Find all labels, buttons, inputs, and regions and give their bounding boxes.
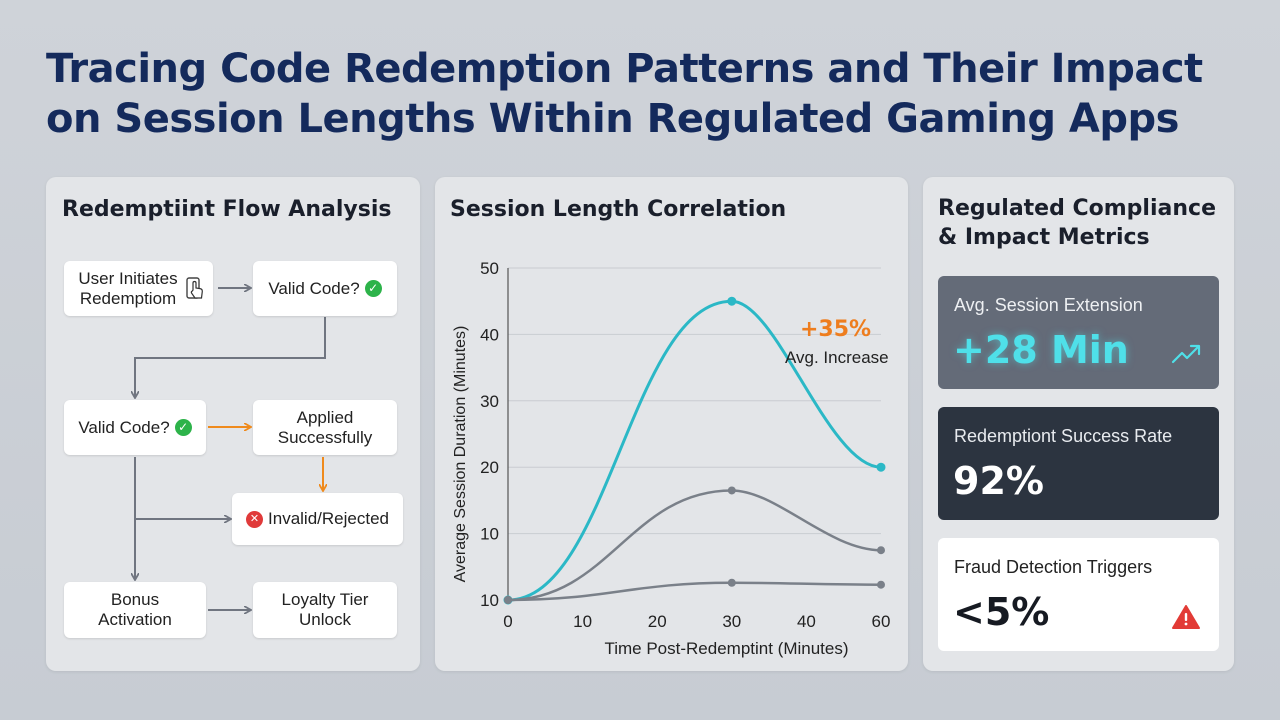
- chart-panel: Session Length Correlation 10 10 20 30 40 50 0…: [435, 177, 908, 671]
- series-3-point: [727, 578, 736, 587]
- y-tick-label: 40: [480, 325, 499, 344]
- metric-success-rate-value: 92%: [953, 459, 1044, 503]
- node-bonus-label: Bonus Activation: [98, 590, 172, 629]
- node-valid-code-1: Valid Code? ✓: [253, 261, 397, 316]
- arrow-valid-to-valid: [135, 317, 326, 397]
- metric-fraud-triggers-value: <5%: [953, 590, 1050, 634]
- metric-success-rate-label: Redemptiont Success Rate: [954, 426, 1173, 446]
- chart-annotation-label: Avg. Increase: [785, 348, 889, 367]
- series-line-3: [506, 581, 883, 602]
- node-loyalty: Loyalty Tier Unlock: [253, 582, 397, 638]
- node-invalid-label: Invalid/Rejected: [268, 509, 389, 528]
- check-circle-icon: ✓: [174, 419, 192, 436]
- series-1-point: [876, 462, 886, 472]
- x-tick-label: 10: [573, 612, 592, 631]
- series-2-point: [727, 486, 736, 495]
- chart-panel-title: Session Length Correlation: [450, 197, 787, 222]
- node-loyalty-label: Loyalty Tier Unlock: [281, 590, 369, 629]
- x-circle-icon: ✕: [246, 510, 264, 528]
- series-1-point: [727, 296, 737, 306]
- y-tick-label: 10: [480, 591, 499, 610]
- node-valid-code-2: Valid Code? ✓: [64, 400, 206, 455]
- y-tick-label: 50: [480, 259, 499, 278]
- metrics-title-line-2: & Impact Metrics: [938, 225, 1150, 250]
- metric-success-rate: Redemptiont Success Rate 92%: [938, 407, 1219, 520]
- metrics-panel: Regulated Compliance & Impact Metrics Av…: [923, 177, 1234, 671]
- node-user-initiates-label: User Initiates Redemptiom: [78, 268, 178, 308]
- node-bonus: Bonus Activation: [64, 582, 206, 638]
- metric-fraud-triggers-label: Fraud Detection Triggers: [954, 557, 1153, 577]
- page-title-line-1: Tracing Code Redemption Patterns and The…: [46, 46, 1203, 92]
- page-title-line-2: on Session Lengths Within Regulated Gami…: [46, 96, 1179, 142]
- flow-panel: Redemptiint Flow Analysis User Initiates…: [46, 177, 420, 671]
- metric-fraud-triggers: Fraud Detection Triggers <5%: [938, 538, 1219, 651]
- metric-session-extension-value: +28 Min: [953, 328, 1129, 372]
- metric-session-extension-label: Avg. Session Extension: [954, 295, 1143, 315]
- x-tick-label: 40: [797, 612, 816, 631]
- metric-session-extension: Avg. Session Extension +28 Min: [938, 276, 1219, 389]
- node-valid-code-1-label: Valid Code?: [268, 278, 360, 298]
- x-tick-label: 20: [648, 612, 667, 631]
- metrics-panel-title: Regulated Compliance & Impact Metrics: [938, 194, 1216, 252]
- series-3-point: [504, 596, 512, 604]
- trend-up-icon: [1171, 344, 1201, 364]
- x-tick-label: 30: [722, 612, 741, 631]
- check-circle-icon: ✓: [364, 280, 382, 297]
- warning-icon: [1172, 605, 1200, 629]
- flow-connectors: [46, 177, 420, 671]
- node-applied: Applied Successfully: [253, 400, 397, 455]
- x-axis-title: Time Post-Redemptint (Minutes): [604, 639, 848, 658]
- x-tick-label: 60: [872, 612, 891, 631]
- y-axis-title: Average Session Duration (Minutes): [452, 326, 469, 583]
- y-tick-label: 30: [480, 392, 499, 411]
- chart-annotation-value: +35%: [800, 317, 872, 342]
- series-2-point: [877, 546, 885, 555]
- node-invalid: ✕ Invalid/Rejected: [232, 493, 403, 545]
- node-user-initiates: User Initiates Redemptiom: [64, 261, 213, 316]
- page-title: Tracing Code Redemption Patterns and The…: [46, 44, 1246, 144]
- y-tick-label: 20: [480, 458, 499, 477]
- series-line-2: [506, 489, 883, 602]
- series-3-point: [877, 580, 885, 589]
- node-applied-label: Applied Successfully: [277, 407, 373, 447]
- metrics-title-line-1: Regulated Compliance: [938, 196, 1216, 221]
- y-tick-label: 10: [480, 525, 499, 544]
- x-tick-label: 0: [503, 612, 512, 631]
- flow-panel-title: Redemptiint Flow Analysis: [62, 197, 392, 222]
- node-valid-code-2-label: Valid Code?: [78, 417, 170, 437]
- series-line-1: [506, 299, 883, 602]
- hand-pointer-icon: [186, 276, 203, 299]
